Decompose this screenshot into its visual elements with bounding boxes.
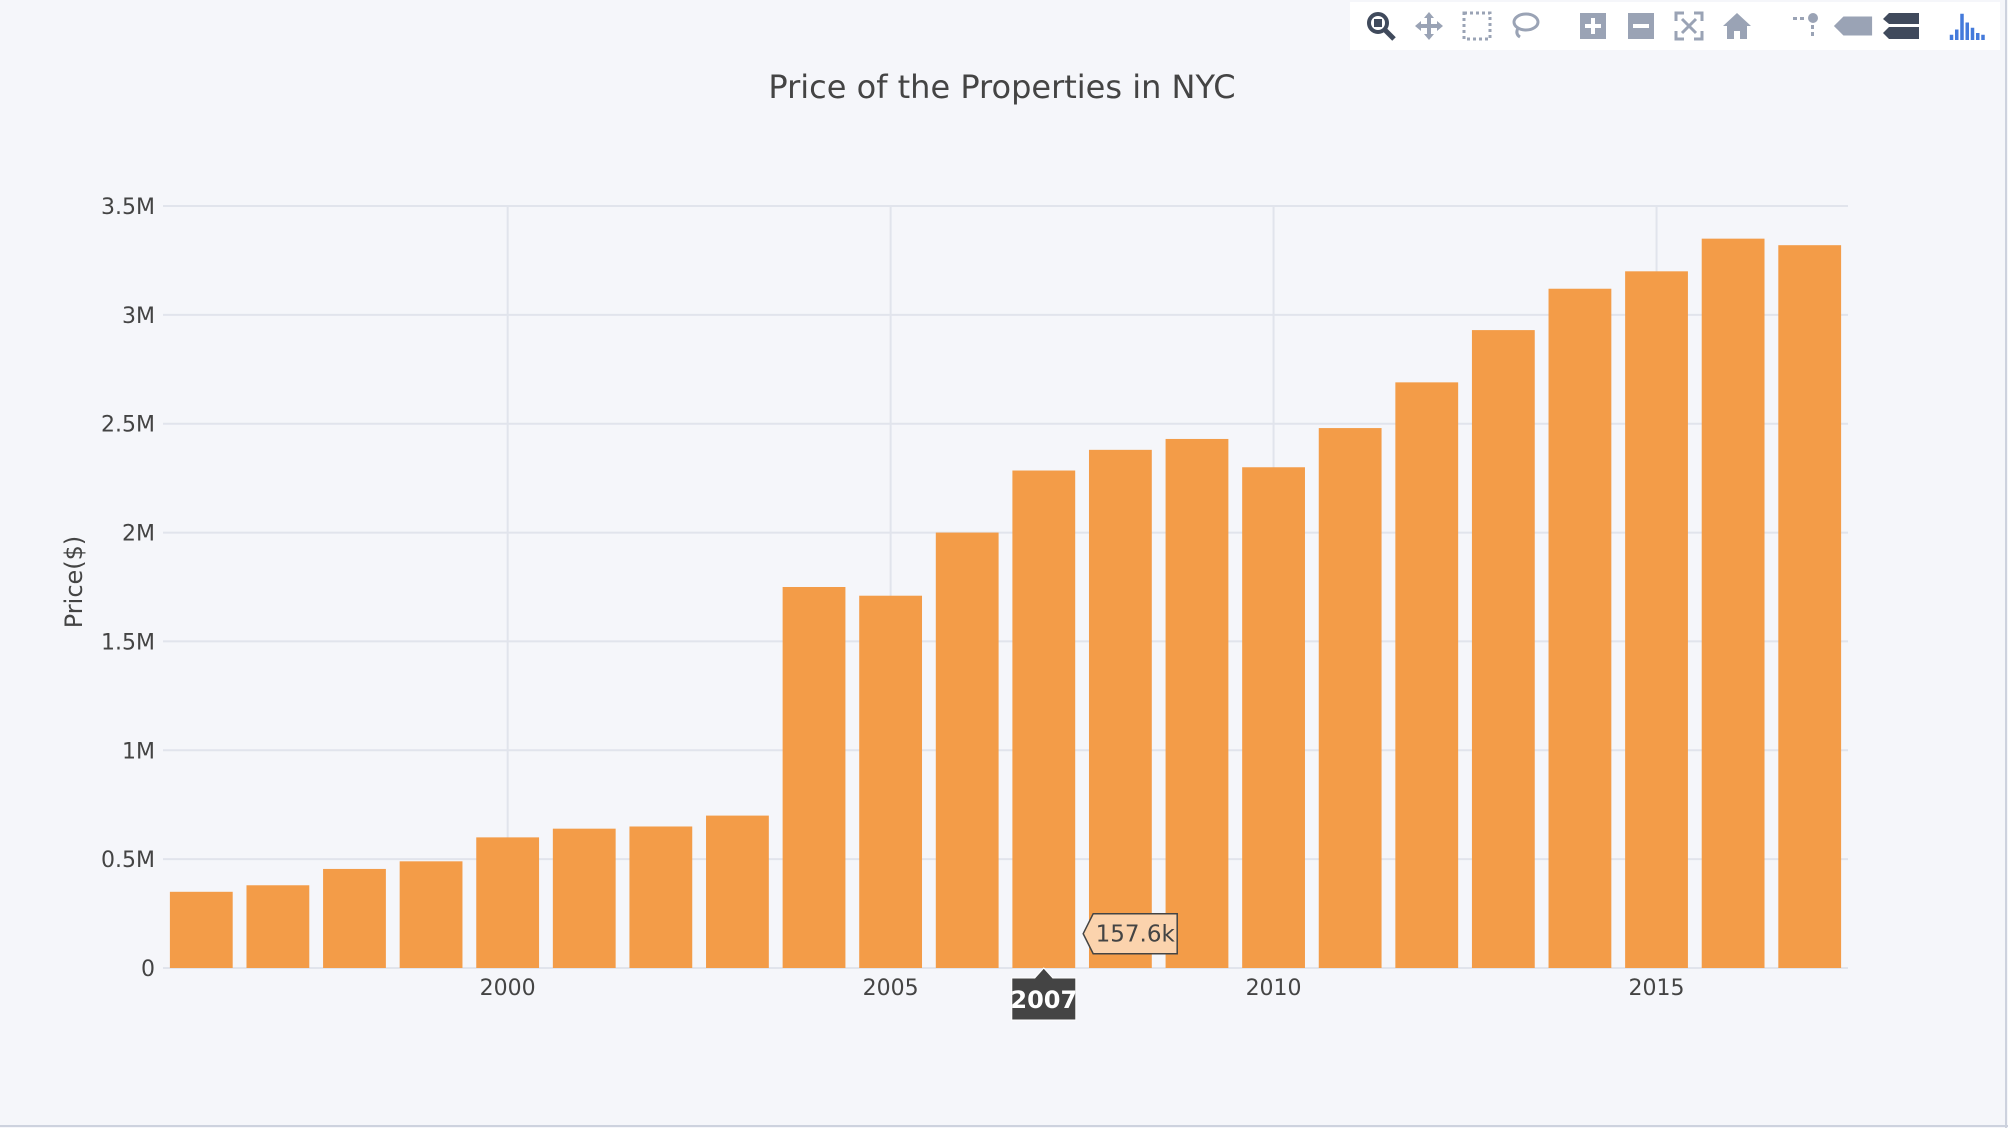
bar-2013[interactable] [1471,330,1535,968]
hover-closest-icon[interactable] [1832,5,1874,47]
x-hover-text: 2007 [1010,986,1077,1014]
y-tick-label: 2.5M [101,413,155,438]
zoom-out-icon[interactable] [1620,5,1662,47]
bar-2009[interactable] [1165,438,1229,968]
y-tick-label: 1M [122,739,155,764]
bar-2003[interactable] [706,815,769,968]
toggle-spike-lines-icon[interactable] [1784,5,1826,47]
pan-icon[interactable] [1408,5,1450,47]
zoom-in-icon[interactable] [1572,5,1614,47]
x-tick-label: 2005 [863,976,919,1001]
bar-2016[interactable] [1701,238,1765,968]
y-axis-ticks: 0 0.5M 1M 1.5M 2M 2.5M 3M 3.5M [101,195,155,982]
value-hover-text: 157.6k [1096,922,1176,948]
y-tick-label: 0.5M [101,848,155,873]
lasso-select-icon[interactable] [1504,5,1546,47]
x-tick-label: 2000 [480,976,536,1001]
reset-axes-home-icon[interactable] [1716,5,1758,47]
x-axis-ticks: 2000 2005 2010 2015 [480,976,1685,1001]
bar-2010[interactable] [1242,467,1305,968]
bar-2001[interactable] [552,828,616,968]
bar-2005[interactable] [859,595,923,968]
bar-2014[interactable] [1548,288,1612,968]
autoscale-icon[interactable] [1668,5,1710,47]
hover-tooltips: 2007 157.6k [1010,912,1178,1021]
bars[interactable] [169,238,1842,969]
box-select-icon[interactable] [1456,5,1498,47]
bar-2017[interactable] [1778,245,1842,968]
bar-1996[interactable] [169,891,233,968]
y-tick-label: 3.5M [101,195,155,220]
bar-2000[interactable] [476,837,540,968]
bar-2011[interactable] [1318,428,1382,968]
y-tick-label: 3M [122,304,155,329]
y-tick-label: 2M [122,522,155,547]
bar-1998[interactable] [323,868,386,968]
bar-1999[interactable] [399,861,463,968]
y-axis-label: Price($) [60,536,88,629]
bar-2007[interactable] [1012,470,1076,968]
bar-2015[interactable] [1625,271,1688,968]
y-tick-label: 0 [141,957,155,982]
bar-1997[interactable] [246,885,310,968]
y-tick-label: 1.5M [101,630,155,655]
bar-2002[interactable] [629,826,693,968]
chart-title: Price of the Properties in NYC [768,68,1235,106]
x-hover-label: 2007 [1010,967,1077,1021]
x-tick-label: 2010 [1246,976,1302,1001]
zoom-icon[interactable] [1360,5,1402,47]
plotly-logo-icon[interactable] [1948,5,1990,47]
bar-2008[interactable] [1088,449,1152,969]
bar-2006[interactable] [935,532,999,968]
bar-2004[interactable] [782,587,846,968]
modebar-toolbar [1350,2,2000,50]
x-tick-label: 2015 [1629,976,1685,1001]
hover-compare-icon[interactable] [1880,5,1922,47]
value-hover-label: 157.6k [1082,912,1178,955]
bar-2012[interactable] [1395,382,1459,968]
